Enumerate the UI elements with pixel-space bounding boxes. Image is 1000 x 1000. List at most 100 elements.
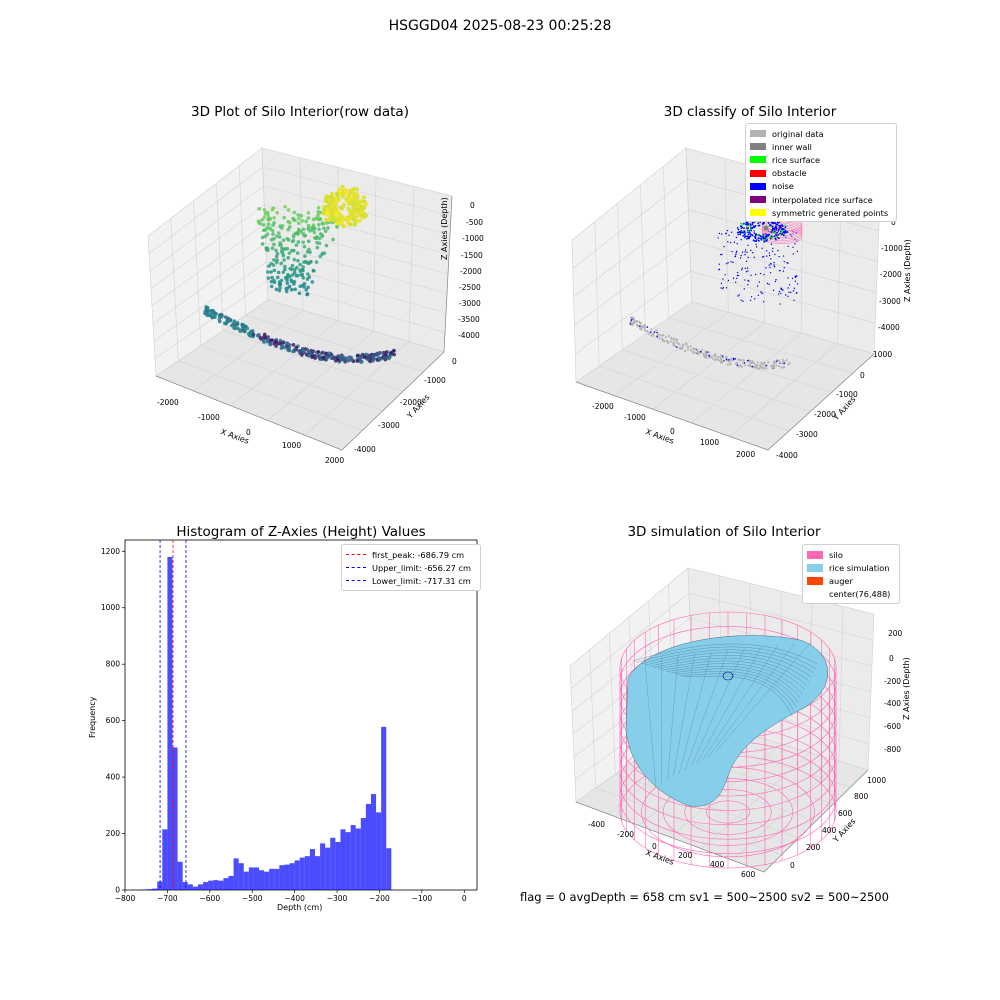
data-point (787, 245, 789, 247)
data-point (747, 279, 749, 282)
data-point (261, 228, 266, 233)
p4-ytick-2: 600 (838, 809, 853, 818)
data-point (387, 356, 391, 361)
data-point (293, 347, 297, 352)
data-point (315, 245, 320, 250)
data-point (729, 359, 732, 362)
data-point (744, 251, 746, 253)
data-point (753, 366, 756, 369)
data-point (778, 228, 780, 231)
p1-ztick-6: -3000 (459, 299, 481, 308)
data-point (720, 287, 722, 289)
data-point (359, 360, 363, 364)
data-point (762, 255, 765, 258)
data-point (341, 355, 345, 359)
data-point (765, 267, 767, 269)
y-tick-label: 400 (106, 773, 121, 782)
data-point (314, 216, 319, 221)
p2-ztick-3: -3000 (879, 297, 901, 306)
data-point (742, 234, 745, 237)
data-point (746, 267, 749, 269)
data-point (739, 257, 742, 259)
data-point (747, 233, 750, 236)
legend-label: original data (772, 128, 824, 139)
data-point (292, 267, 297, 272)
data-point (784, 226, 787, 228)
data-point (770, 263, 772, 265)
data-point (327, 198, 332, 203)
data-point (725, 287, 728, 289)
p1-ztick-4: -2000 (460, 267, 482, 276)
data-point (300, 219, 304, 223)
rice-surface (625, 635, 828, 807)
data-point (322, 207, 327, 212)
data-point (753, 240, 756, 243)
data-point (750, 227, 752, 230)
data-point (266, 270, 270, 274)
data-point (352, 222, 357, 227)
grid-line (617, 203, 623, 351)
data-point (770, 258, 772, 260)
histogram-bar (360, 818, 366, 890)
histogram-bar (141, 889, 148, 890)
data-point (725, 358, 728, 361)
grid-line (149, 185, 264, 272)
data-point (699, 350, 702, 353)
data-point (736, 364, 739, 366)
data-point (757, 239, 760, 242)
legend-label: noise (772, 181, 794, 192)
p2-legend-item: obstacle (750, 167, 892, 180)
data-point (727, 262, 729, 264)
data-point (316, 350, 321, 354)
data-point (690, 349, 693, 352)
histogram-bar (203, 882, 209, 890)
data-point (301, 349, 306, 353)
data-point (331, 237, 335, 242)
p4-ytick-4: 200 (806, 843, 821, 852)
legend-swatch (807, 576, 823, 585)
data-point (648, 332, 651, 335)
data-point (765, 364, 768, 367)
hist-legend-item: Upper_limit: -656.27 cm (346, 561, 476, 574)
data-point (737, 228, 740, 231)
data-point (724, 274, 726, 276)
data-point (275, 234, 279, 238)
data-point (779, 303, 781, 305)
data-point (314, 260, 319, 264)
data-point (760, 238, 763, 241)
histogram-plot: −800 −700 −600 −500 −400 −300 −200 −100 0 0 200 40… (101, 539, 478, 903)
data-point (298, 269, 303, 274)
data-point (751, 251, 754, 254)
silo-floor-ring (684, 789, 772, 835)
data-point (265, 246, 270, 251)
legend-swatch (807, 550, 823, 559)
data-point (745, 223, 747, 226)
histogram-bar (238, 863, 244, 890)
data-point (286, 255, 291, 260)
data-point (280, 343, 285, 348)
legend-swatch (750, 169, 766, 177)
histogram-bar (386, 848, 392, 890)
histogram-bar (248, 867, 254, 890)
data-point (656, 335, 659, 338)
panel4-title: 3D simulation of Silo Interior (627, 524, 821, 540)
grid-line (668, 317, 853, 374)
data-point (274, 260, 279, 265)
p4-ytick-1: 800 (854, 792, 869, 801)
data-point (763, 222, 765, 224)
data-point (309, 260, 313, 264)
data-point (732, 358, 735, 361)
p4-legend-item: auger (807, 574, 895, 587)
p1-ytick-1: -1000 (424, 376, 446, 385)
data-point (777, 229, 780, 232)
rice-mesh-line (662, 663, 803, 695)
data-point (760, 361, 763, 364)
data-point (352, 195, 357, 200)
histogram-bar (253, 867, 260, 890)
data-point (796, 250, 799, 253)
data-point (735, 253, 737, 256)
data-point (209, 314, 214, 319)
data-point (262, 207, 267, 212)
histogram-bar (376, 812, 382, 890)
data-point (753, 230, 755, 232)
